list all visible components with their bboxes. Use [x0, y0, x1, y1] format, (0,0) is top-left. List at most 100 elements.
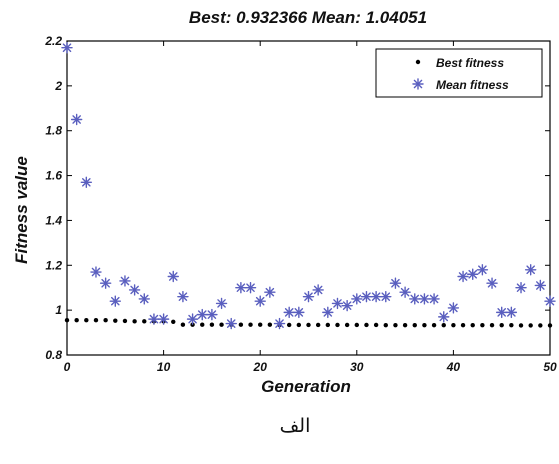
best-fitness-point [132, 319, 137, 324]
mean-fitness-point [476, 264, 489, 276]
mean-fitness-point [447, 302, 460, 314]
mean-fitness-point [428, 293, 440, 305]
best-fitness-point [412, 322, 417, 328]
best-fitness-point [383, 322, 388, 328]
mean-fitness-point [331, 297, 344, 310]
best-fitness-point [364, 322, 369, 328]
series-best-fitness [64, 318, 553, 328]
mean-fitness-point [148, 313, 160, 325]
x-tick-label: 30 [350, 360, 364, 374]
best-fitness-point [267, 322, 273, 327]
figure-caption: الف [280, 415, 311, 437]
mean-fitness-point [235, 282, 247, 294]
best-fitness-point [180, 322, 186, 327]
best-fitness-point [315, 322, 321, 328]
mean-fitness-point [399, 286, 411, 298]
legend-marker-mean-fitness [412, 78, 424, 90]
mean-fitness-point [138, 293, 150, 305]
mean-fitness-point [177, 290, 189, 303]
best-fitness-point [335, 322, 340, 328]
mean-fitness-point [225, 317, 237, 330]
x-tick-label: 20 [253, 360, 268, 374]
legend-asterisk [412, 78, 424, 90]
best-fitness-point [402, 322, 408, 328]
x-axis-ticks: 0 10 20 30 40 50 [64, 41, 557, 374]
best-fitness-point [238, 322, 244, 327]
mean-fitness-point [389, 277, 402, 289]
best-fitness-point [103, 318, 108, 323]
legend-box [375, 48, 543, 98]
best-fitness-point [171, 319, 176, 325]
legend-label-best-fitness: Best fitness [436, 56, 504, 70]
mean-fitness-point [61, 42, 73, 54]
best-fitness-point [422, 322, 427, 328]
mean-fitness-point [544, 295, 556, 307]
best-fitness-point [460, 322, 466, 328]
mean-fitness-point [128, 284, 141, 296]
series-mean-fitness [61, 42, 556, 330]
mean-fitness-point [167, 270, 179, 283]
best-fitness-point [373, 322, 379, 328]
mean-fitness-point [70, 113, 83, 126]
best-fitness-point [499, 322, 504, 328]
best-fitness-point [451, 322, 456, 328]
best-fitness-point [93, 318, 99, 323]
y-tick-label: 2.2 [44, 34, 62, 48]
mean-fitness-point [496, 306, 508, 319]
mean-fitness-point [322, 306, 334, 319]
best-fitness-point [200, 322, 205, 327]
best-fitness-point [122, 318, 128, 324]
best-fitness-point [306, 322, 311, 328]
mean-fitness-point [351, 293, 363, 305]
best-fitness-point [325, 322, 331, 328]
mean-fitness-point [312, 284, 324, 296]
best-fitness-point [393, 322, 398, 328]
mean-fitness-point [380, 290, 392, 303]
y-tick-label: 0.8 [45, 348, 62, 362]
mean-fitness-point [186, 313, 199, 325]
mean-fitness-point [119, 275, 131, 287]
mean-fitness-point [264, 286, 276, 298]
legend: Best fitness Mean fitness [375, 48, 543, 98]
best-fitness-point [64, 318, 70, 323]
x-tick-label: 0 [64, 360, 71, 374]
mean-fitness-point [370, 290, 382, 303]
x-tick-label: 40 [446, 360, 461, 374]
mean-fitness-point [418, 293, 431, 305]
best-fitness-point [84, 318, 89, 323]
x-axis-label: Generation [261, 377, 351, 396]
mean-fitness-point [206, 308, 218, 321]
best-fitness-point [441, 322, 446, 328]
mean-fitness-point [273, 317, 286, 330]
best-fitness-point [286, 322, 292, 328]
x-tick-label: 10 [157, 360, 171, 374]
mean-fitness-point [505, 306, 518, 319]
mean-fitness-point [534, 279, 547, 292]
y-tick-label: 1 [55, 303, 62, 317]
best-fitness-point [528, 323, 533, 328]
mean-fitness-point [515, 282, 527, 294]
y-axis-ticks: 0.8 1 1.2 1.4 1.6 1.8 2 2.2 [44, 34, 550, 362]
y-tick-label: 1.4 [45, 213, 62, 227]
mean-fitness-point [196, 308, 208, 321]
best-fitness-point [219, 322, 224, 327]
mean-fitness-point [215, 297, 228, 310]
mean-fitness-point [109, 295, 122, 307]
mean-fitness-point [486, 277, 498, 289]
best-fitness-point [470, 322, 475, 328]
mean-fitness-point [438, 311, 450, 323]
mean-fitness-point [157, 313, 170, 325]
mean-fitness-point [302, 290, 315, 303]
best-fitness-point [518, 323, 524, 328]
best-fitness-point [142, 319, 147, 324]
best-fitness-point [74, 318, 79, 323]
chart-title: Best: 0.932366 Mean: 1.04051 [189, 8, 427, 27]
best-fitness-point [296, 322, 302, 328]
y-axis-label: Fitness value [12, 156, 31, 264]
legend-dot [415, 59, 421, 65]
legend-label-mean-fitness: Mean fitness [436, 78, 509, 92]
mean-fitness-point [283, 306, 295, 319]
best-fitness-point [258, 322, 263, 327]
mean-fitness-point [90, 266, 102, 278]
